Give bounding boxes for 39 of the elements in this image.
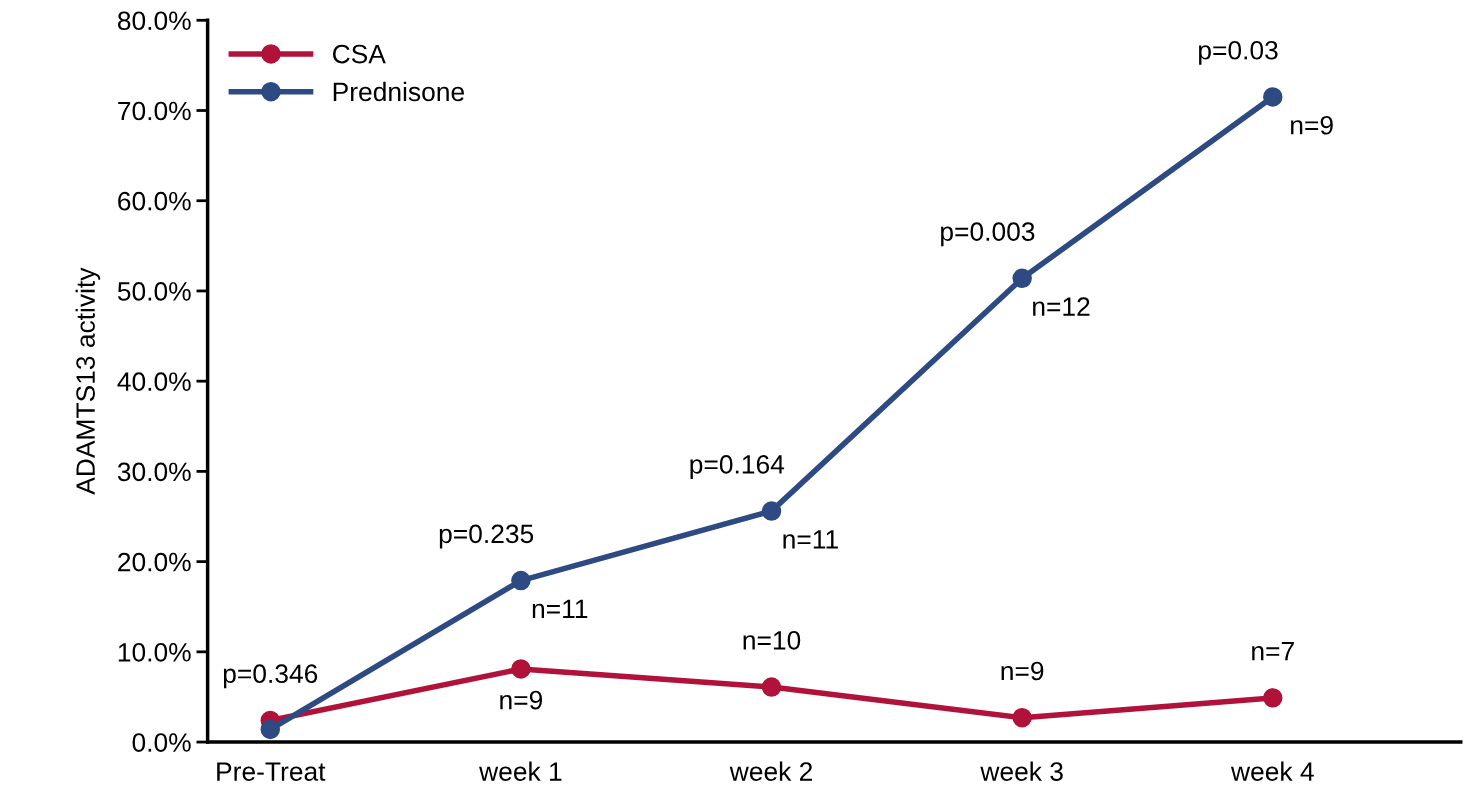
annotation: n=10 xyxy=(743,630,801,650)
point xyxy=(1263,87,1283,107)
annotation: p=0.346 xyxy=(223,664,318,689)
x-tick-label: week 2 xyxy=(729,761,813,781)
y-tick-label: 40.0% xyxy=(117,372,191,391)
annotation: n=7 xyxy=(1252,642,1294,661)
y-tick-label: 50.0% xyxy=(117,282,191,301)
point xyxy=(1012,268,1032,289)
y-axis-title: ADAMTS13 activity xyxy=(75,267,101,495)
annotation: n=12 xyxy=(1033,297,1090,316)
point xyxy=(1263,688,1283,708)
y-tick-label: 30.0% xyxy=(117,462,191,482)
point xyxy=(761,677,782,697)
x-tick-label: Pre-Treat xyxy=(217,762,326,781)
annotation: n=9 xyxy=(1291,115,1333,135)
annotation: p=0.164 xyxy=(690,455,785,479)
point xyxy=(260,719,280,740)
legend-label: Prednisone xyxy=(333,81,464,102)
legend-label: CSA xyxy=(332,44,386,64)
y-tick-label: 70.0% xyxy=(118,101,191,121)
point xyxy=(511,659,531,679)
point xyxy=(511,570,531,591)
annotation: p=0.03 xyxy=(1199,40,1278,65)
y-tick-label: 80.0% xyxy=(117,11,191,31)
annotation: p=0.235 xyxy=(439,524,534,549)
annotation: p=0.003 xyxy=(941,222,1035,247)
x-tick-label: week 4 xyxy=(1230,761,1314,781)
point xyxy=(761,501,782,521)
x-tick-label: week 1 xyxy=(479,761,562,781)
y-tick-label: 20.0% xyxy=(118,552,191,572)
annotation: n=9 xyxy=(1001,661,1044,681)
y-tick-label: 0.0% xyxy=(132,733,191,752)
y-tick-label: 10.0% xyxy=(118,642,191,662)
y-tick-label: 60.0% xyxy=(118,191,191,211)
x-tick-label: week 3 xyxy=(980,761,1063,781)
annotation: n=11 xyxy=(783,530,838,549)
annotation: n=11 xyxy=(532,599,588,618)
annotation: n=9 xyxy=(500,690,543,710)
point xyxy=(1012,707,1032,728)
